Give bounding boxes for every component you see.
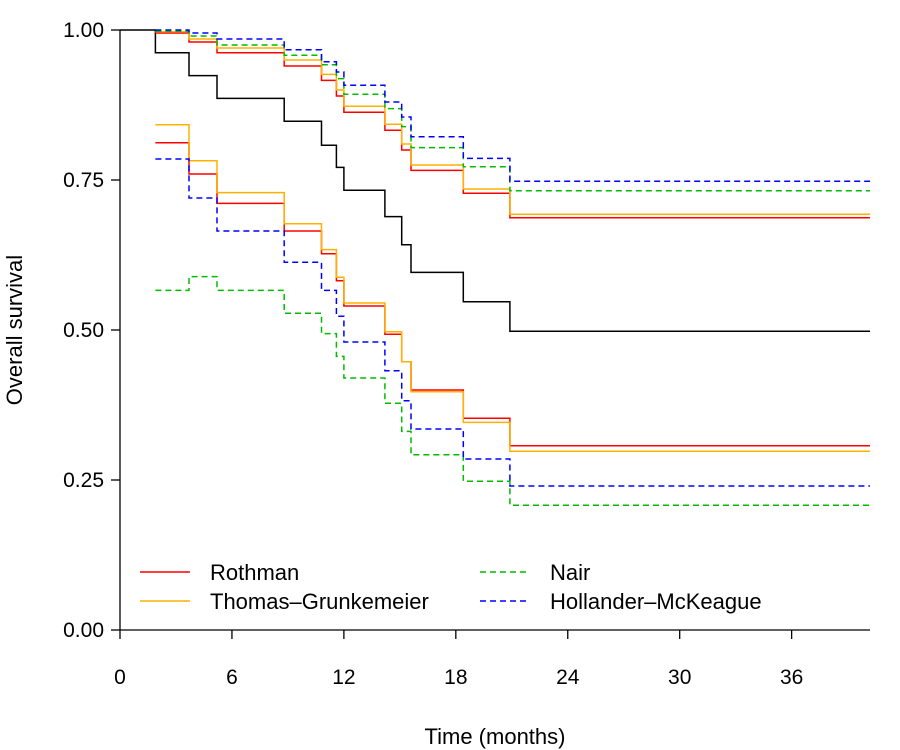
y-tick-label: 0.00 [63, 619, 104, 642]
plot-lines [120, 29, 870, 506]
legend-label-rothman: Rothman [210, 560, 299, 585]
x-tick-label: 36 [780, 666, 803, 689]
x-tick-label: 6 [226, 666, 238, 689]
x-tick-label: 30 [668, 666, 691, 689]
series-line-thomas-grunkemeier-6 [155, 124, 870, 452]
x-tick-label: 18 [444, 666, 467, 689]
legend-label-thomas-grunkemeier: Thomas–Grunkemeier [210, 589, 429, 614]
series-line-reference-0 [120, 29, 870, 332]
legend-label-nair: Nair [550, 560, 590, 585]
series-line-rothman-1 [155, 32, 870, 219]
legend: Rothman Thomas–Grunkemeier Nair Hollander–M… [140, 560, 762, 614]
y-ticks: 0.00 0.25 0.50 0.75 1.00 [63, 19, 120, 642]
y-axis-label: Overall survival [2, 255, 27, 405]
y-tick-label: 0.50 [63, 319, 104, 342]
x-axis-label: Time (months) [425, 724, 566, 749]
y-tick-label: 1.00 [63, 19, 104, 42]
y-tick-label: 0.75 [63, 169, 104, 192]
x-tick-label: 24 [556, 666, 580, 689]
x-tick-label: 0 [114, 666, 126, 689]
x-tick-label: 12 [332, 666, 355, 689]
y-tick-label: 0.25 [63, 469, 104, 492]
axes [119, 30, 870, 631]
series-line-nair-7 [155, 275, 870, 506]
series-line-rothman-5 [155, 142, 870, 447]
series-line-nair-3 [155, 30, 870, 192]
legend-label-hollander-mckeague: Hollander–McKeague [550, 589, 762, 614]
series-line-hollander-mckeague-8 [155, 158, 870, 487]
series-line-thomas-grunkemeier-2 [155, 31, 870, 215]
x-ticks: 0 6 12 18 24 30 36 [114, 630, 803, 689]
